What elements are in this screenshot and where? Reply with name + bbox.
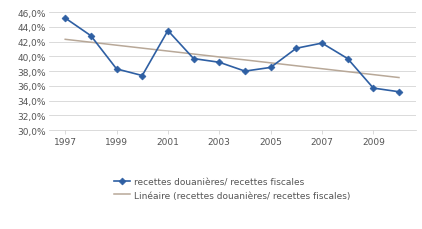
recettes douanières/ recettes fiscales — [88, 35, 93, 38]
recettes douanières/ recettes fiscales — [217, 62, 222, 64]
Linéaire (recettes douanières/ recettes fiscales) — [242, 59, 247, 62]
Linéaire (recettes douanières/ recettes fiscales) — [396, 77, 401, 79]
recettes douanières/ recettes fiscales — [345, 58, 350, 61]
Legend: recettes douanières/ recettes fiscales, Linéaire (recettes douanières/ recettes : recettes douanières/ recettes fiscales, … — [114, 177, 350, 200]
Line: Linéaire (recettes douanières/ recettes fiscales): Linéaire (recettes douanières/ recettes … — [65, 40, 399, 78]
Linéaire (recettes douanières/ recettes fiscales) — [165, 50, 170, 53]
recettes douanières/ recettes fiscales — [114, 68, 119, 71]
Linéaire (recettes douanières/ recettes fiscales) — [191, 53, 196, 56]
Linéaire (recettes douanières/ recettes fiscales) — [114, 45, 119, 47]
recettes douanières/ recettes fiscales — [294, 48, 299, 50]
recettes douanières/ recettes fiscales — [242, 71, 247, 73]
recettes douanières/ recettes fiscales — [165, 30, 170, 33]
Line: recettes douanières/ recettes fiscales: recettes douanières/ recettes fiscales — [63, 16, 401, 95]
Linéaire (recettes douanières/ recettes fiscales) — [294, 65, 299, 68]
Linéaire (recettes douanières/ recettes fiscales) — [88, 42, 93, 44]
recettes douanières/ recettes fiscales — [319, 43, 325, 45]
recettes douanières/ recettes fiscales — [371, 87, 376, 90]
Linéaire (recettes douanières/ recettes fiscales) — [268, 62, 273, 65]
Linéaire (recettes douanières/ recettes fiscales) — [319, 68, 325, 71]
recettes douanières/ recettes fiscales — [268, 67, 273, 69]
Linéaire (recettes douanières/ recettes fiscales) — [63, 39, 68, 41]
Linéaire (recettes douanières/ recettes fiscales) — [371, 74, 376, 77]
Linéaire (recettes douanières/ recettes fiscales) — [217, 56, 222, 59]
recettes douanières/ recettes fiscales — [63, 18, 68, 20]
recettes douanières/ recettes fiscales — [191, 58, 196, 61]
recettes douanières/ recettes fiscales — [396, 91, 401, 94]
recettes douanières/ recettes fiscales — [140, 75, 145, 78]
Linéaire (recettes douanières/ recettes fiscales) — [140, 48, 145, 50]
Linéaire (recettes douanières/ recettes fiscales) — [345, 71, 350, 74]
